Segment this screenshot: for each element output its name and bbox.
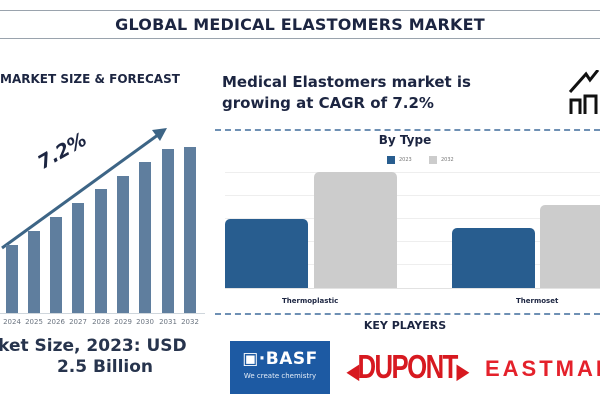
market-size-text: Market Size, 2023: USD 2.5 Billion [0,336,210,378]
bar-thermoset-2023 [452,228,535,288]
legend-item-2032: 2032 [429,156,454,164]
forecast-bar-2029 [117,176,129,313]
page-title: GLOBAL MEDICAL ELASTOMERS MARKET [115,15,485,34]
gridline [225,241,600,242]
basf-logo: ▣·BASF We create chemistry [230,341,330,394]
basf-square-icon: ▣· [242,349,266,369]
year-label: 2025 [25,318,43,326]
forecast-bar-2024 [6,245,18,313]
dupont-logo: ◀DUPONT▶ [347,348,469,385]
growth-house-icon [568,70,600,114]
category-label-thermoset: Thermoset [516,297,559,305]
market-size-line2: 2.5 Billion [56,357,154,377]
eastman-logo: EASTMAN [485,356,600,381]
forecast-axis [0,313,205,314]
gridline [225,264,600,265]
legend-swatch-2023 [387,156,395,164]
bar-thermoplastic-2023 [225,219,308,288]
legend-label: 2032 [441,157,454,163]
legend-label: 2023 [399,157,412,163]
forecast-bar-2025 [28,231,40,313]
year-label: 2024 [3,318,21,326]
market-size-heading: MARKET SIZE & FORECAST [0,72,180,86]
year-label: 2027 [69,318,87,326]
cagr-heading: Medical Elastomers market is growing at … [222,73,471,112]
basf-wordmark: ▣·BASF [242,349,318,369]
cagr-arrow-icon [1,128,167,250]
legend-item-2023: 2023 [387,156,412,164]
divider [215,313,600,315]
key-players-title: KEY PLAYERS [363,319,447,332]
bar-thermoset-2032 [540,205,600,288]
basf-tagline: We create chemistry [243,372,317,380]
market-size-line1: Market Size, 2023: USD [0,336,187,356]
forecast-bar-2026 [50,217,62,313]
by-type-axis [225,288,600,289]
forecast-chart [0,100,210,320]
by-type-title: By Type [378,133,432,147]
gridline [225,218,600,219]
forecast-bar-2032 [184,147,196,313]
legend-swatch-2032 [429,156,437,164]
forecast-bar-2028 [95,189,107,313]
year-label: 2031 [159,318,177,326]
year-label: 2029 [114,318,132,326]
title-band: GLOBAL MEDICAL ELASTOMERS MARKET [0,10,600,39]
category-label-thermoplastic: Thermoplastic [282,297,339,305]
forecast-bar-2030 [139,162,151,313]
year-label: 2026 [47,318,65,326]
dupont-right-bracket-icon: ▶ [456,361,469,383]
dupont-left-bracket-icon: ◀ [347,361,359,383]
year-label: 2032 [181,318,199,326]
gridline [225,195,600,196]
divider [215,129,600,131]
gridline [225,172,600,173]
year-label: 2028 [92,318,110,326]
forecast-bar-2027 [72,203,84,313]
bar-thermoplastic-2032 [314,172,397,288]
year-label: 2030 [136,318,154,326]
forecast-bar-2031 [162,149,174,313]
